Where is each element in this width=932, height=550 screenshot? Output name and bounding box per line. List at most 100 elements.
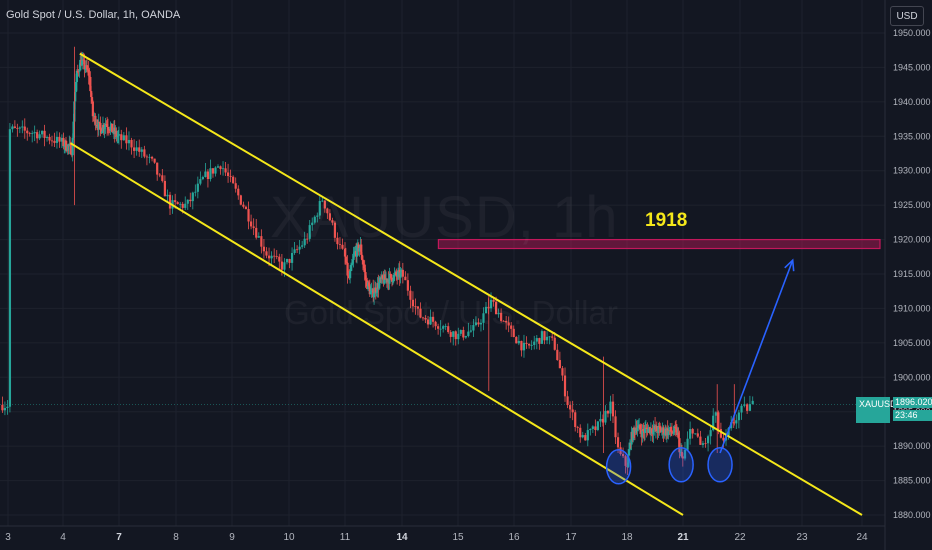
candle-body [194,191,197,193]
candle-body [260,236,263,247]
candle-body [98,121,101,123]
candle-body [150,156,154,159]
candle-body [204,171,207,178]
candle-body [303,238,306,246]
candle-body [239,195,242,205]
candle-body [375,291,378,293]
candle-body [336,237,339,245]
candle-body [69,143,73,155]
candle-body [355,245,359,257]
candle-body [63,146,66,147]
candle-body [717,412,720,430]
candle-body [90,97,94,102]
candle-body [85,65,89,70]
candle-body [267,255,271,259]
time-tick-label: 8 [173,532,179,543]
candle-body [627,449,631,456]
candle-body [232,176,235,184]
candle-body [367,282,371,287]
candle-body [352,255,355,260]
candle-body [45,137,49,138]
candle-body [368,286,371,295]
candle-body [663,433,666,435]
candle-body [247,209,250,222]
candle-body [275,256,278,258]
candle-body [459,329,462,334]
candle-body [350,263,353,266]
candle-body [538,338,541,344]
candle-body [343,248,347,257]
candle-body [206,171,210,180]
candle-body [313,216,316,223]
candle-body [176,202,179,205]
candle-body [581,435,584,438]
candle-body [709,430,712,437]
price-tick-label: 1930.000 [893,166,931,176]
candle-body [442,326,445,329]
axis-ticks: 1880.0001885.0001890.0001895.0001900.000… [0,28,931,543]
candle-body [115,131,118,138]
currency-button[interactable]: USD [890,6,924,26]
candle-body [84,69,87,70]
candle-body [655,425,658,431]
candle-body [174,200,177,203]
candle-body [13,126,16,128]
time-tick-label: 15 [452,532,464,543]
candle-body [670,431,673,433]
candle-body [431,316,435,322]
price-tick-label: 1890.000 [893,441,931,451]
candle-body [318,201,321,216]
candle-body [409,290,412,300]
candle-body [97,121,100,130]
candle-body [637,425,640,429]
candle-body [399,272,402,278]
candle-body [596,421,599,430]
candle-body [643,428,647,433]
watermark-symbol: XAUUSD, 1h [270,184,618,251]
candle-body [90,91,93,98]
candle-body [127,139,131,144]
candle-body [574,412,577,427]
candle-body [569,405,572,410]
time-tick-label: 10 [283,532,295,543]
time-tick-label: 11 [340,532,351,543]
time-tick-label: 23 [796,532,808,543]
candle-body [140,149,143,152]
candle-body [563,375,567,397]
candle-body [11,126,14,130]
candle-body [706,436,710,444]
candle-body [120,134,123,141]
candle-body [719,429,723,438]
candle-body [677,432,680,439]
candle-body [748,404,752,411]
candle-body [616,437,620,448]
candle-body [621,454,625,457]
candle-body [18,127,21,129]
candle-body [53,140,56,143]
symbol-price-badge: XAUUSD [856,397,897,423]
price-tick-label: 1940.000 [893,97,931,107]
candle-body [467,331,470,337]
candle-body [452,331,455,337]
candle-body [221,168,225,170]
candle-body [60,137,63,142]
candle-body [502,320,505,322]
candle-body [273,255,276,257]
candle-body [104,123,107,127]
candle-body [735,420,738,424]
candle-body [158,174,161,176]
candle-body [395,272,398,276]
candle-body [696,433,699,437]
candle-body [191,192,194,202]
candle-body [522,342,526,351]
candle-body [75,70,79,82]
candle-body [168,194,172,209]
candle-body [153,158,156,163]
candle-body [732,422,735,424]
candle-body [652,429,655,435]
candle-body [138,147,141,152]
candle-body [505,320,508,323]
candle-body [364,272,367,280]
time-tick-label: 21 [677,532,689,543]
